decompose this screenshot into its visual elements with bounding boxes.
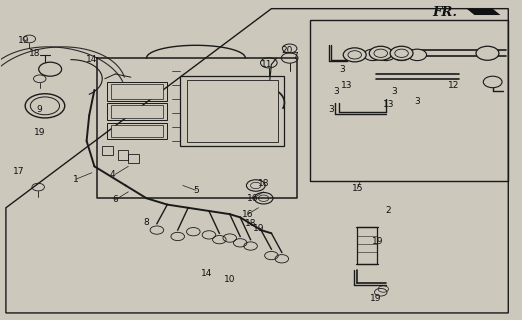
- Text: 19: 19: [34, 128, 45, 137]
- Text: 19: 19: [370, 294, 381, 303]
- Circle shape: [476, 46, 499, 60]
- Circle shape: [390, 46, 413, 60]
- Text: 9: 9: [37, 105, 43, 114]
- Bar: [111, 84, 163, 99]
- Text: 16: 16: [247, 194, 259, 203]
- Text: 3: 3: [328, 105, 334, 114]
- Text: 3: 3: [339, 65, 345, 74]
- Bar: [128, 154, 139, 163]
- Bar: [108, 82, 167, 101]
- Text: 8: 8: [144, 218, 149, 227]
- Text: 7: 7: [292, 52, 298, 61]
- Bar: [111, 125, 163, 137]
- Text: 14: 14: [200, 268, 212, 278]
- Bar: [108, 103, 167, 120]
- Text: 16: 16: [242, 210, 254, 219]
- Circle shape: [408, 49, 426, 60]
- Circle shape: [343, 48, 366, 62]
- Bar: [102, 146, 113, 155]
- Circle shape: [369, 46, 392, 60]
- Circle shape: [376, 49, 395, 60]
- Bar: [108, 123, 167, 139]
- Bar: [358, 227, 377, 264]
- Text: 12: 12: [448, 81, 459, 90]
- Text: 10: 10: [224, 275, 235, 284]
- Text: 3: 3: [334, 87, 339, 96]
- Text: 3: 3: [391, 87, 397, 96]
- Text: 18: 18: [245, 219, 256, 228]
- Bar: [311, 20, 508, 181]
- Circle shape: [392, 49, 411, 60]
- Bar: [118, 150, 128, 160]
- Text: 13: 13: [341, 81, 353, 90]
- Text: 19: 19: [253, 224, 264, 233]
- Text: 2: 2: [386, 206, 392, 215]
- Text: 19: 19: [372, 237, 384, 246]
- Text: 6: 6: [112, 195, 118, 204]
- Text: FR.: FR.: [433, 6, 458, 19]
- Text: 17: 17: [13, 167, 25, 176]
- Bar: [187, 80, 278, 141]
- Text: 5: 5: [193, 186, 199, 195]
- Circle shape: [363, 49, 382, 60]
- Bar: [180, 76, 284, 146]
- Circle shape: [483, 76, 502, 88]
- Text: 3: 3: [414, 97, 420, 106]
- Polygon shape: [467, 9, 501, 15]
- Bar: [111, 105, 163, 118]
- Text: 1: 1: [73, 175, 79, 184]
- Text: 18: 18: [29, 49, 40, 58]
- Text: 19: 19: [18, 36, 30, 45]
- Text: 14: 14: [86, 55, 98, 64]
- Text: 15: 15: [351, 184, 363, 193]
- Text: 13: 13: [383, 100, 394, 109]
- Text: 4: 4: [110, 170, 115, 179]
- Text: 20: 20: [281, 45, 293, 55]
- Text: 18: 18: [258, 180, 269, 188]
- Text: 11: 11: [260, 60, 272, 69]
